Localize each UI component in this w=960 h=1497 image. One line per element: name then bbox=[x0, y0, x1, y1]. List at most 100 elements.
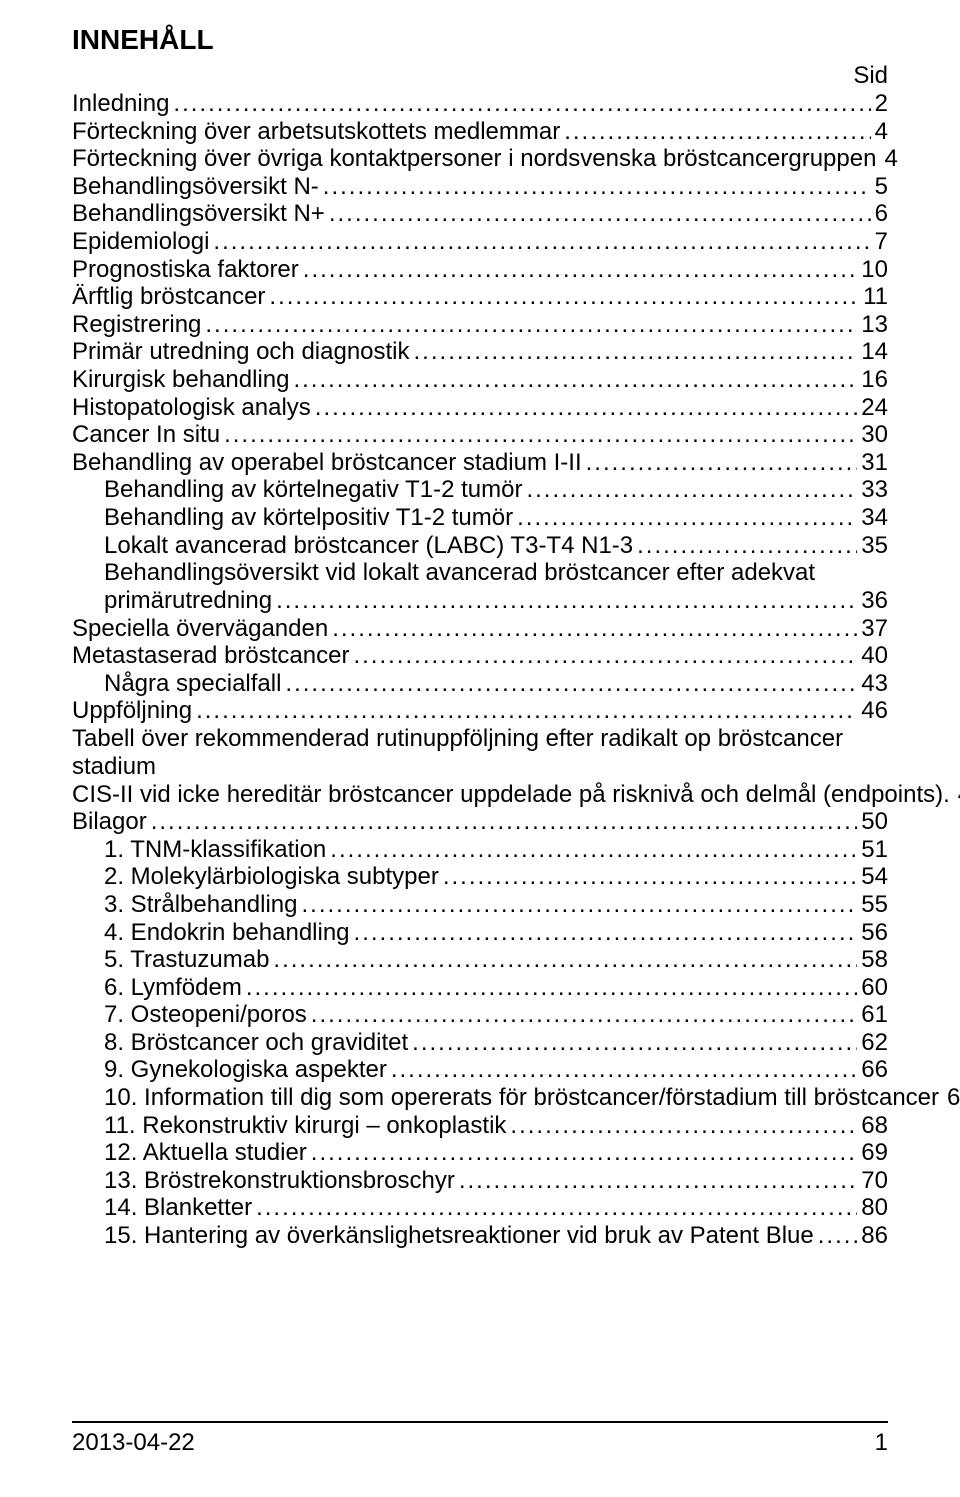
toc-page: 33 bbox=[861, 476, 888, 504]
toc-leader bbox=[517, 504, 857, 532]
toc-leader bbox=[586, 449, 858, 477]
toc-entry: Histopatologisk analys24 bbox=[72, 394, 888, 422]
toc-label: 5. Trastuzumab bbox=[104, 946, 269, 974]
toc-entry-wrap: Tabell över rekommenderad rutinuppföljni… bbox=[72, 725, 888, 781]
toc-entry: Behandling av operabel bröstcancer stadi… bbox=[72, 449, 888, 477]
toc-leader bbox=[151, 808, 858, 836]
toc-entry: Inledning 2 bbox=[72, 90, 888, 118]
toc-entry: 6. Lymfödem60 bbox=[72, 974, 888, 1002]
toc-leader bbox=[353, 642, 857, 670]
toc-label: 2. Molekylärbiologiska subtyper bbox=[104, 863, 439, 891]
toc-leader bbox=[414, 338, 858, 366]
footer-page-number: 1 bbox=[875, 1429, 888, 1457]
toc-page: 11 bbox=[863, 283, 888, 311]
toc-entry: Förteckning över arbetsutskottets medlem… bbox=[72, 118, 888, 146]
toc-leader bbox=[301, 891, 857, 919]
toc-label: Behandling av körtelpositiv T1-2 tumör bbox=[104, 504, 513, 532]
toc-label: Speciella överväganden bbox=[72, 615, 328, 643]
toc-entry: 10. Information till dig som opererats f… bbox=[72, 1084, 888, 1112]
toc-label: 10. Information till dig som opererats f… bbox=[104, 1084, 939, 1112]
toc-label: Förteckning över övriga kontaktpersoner … bbox=[72, 145, 876, 173]
toc-page: 30 bbox=[861, 421, 888, 449]
toc-page: 68 bbox=[861, 1112, 888, 1140]
toc-page: 35 bbox=[861, 532, 888, 560]
toc-label: Registrering bbox=[72, 311, 201, 339]
toc-entry: 2. Molekylärbiologiska subtyper 54 bbox=[72, 863, 888, 891]
toc-page: 69 bbox=[861, 1139, 888, 1167]
toc-leader bbox=[443, 863, 857, 891]
toc-label: Uppföljning bbox=[72, 697, 192, 725]
toc-entry: 1. TNM-klassifikation51 bbox=[72, 836, 888, 864]
toc-label: 8. Bröstcancer och graviditet bbox=[104, 1029, 408, 1057]
toc-leader bbox=[354, 919, 858, 947]
toc-page: 13 bbox=[861, 311, 888, 339]
toc-label: Behandling av operabel bröstcancer stadi… bbox=[72, 449, 582, 477]
toc-label: 9. Gynekologiska aspekter bbox=[104, 1056, 387, 1084]
toc-entry: Några specialfall 43 bbox=[72, 670, 888, 698]
toc-page: 66 bbox=[861, 1056, 888, 1084]
toc-entry: Epidemiologi7 bbox=[72, 228, 888, 256]
toc-leader bbox=[526, 476, 857, 504]
toc-entry: 15. Hantering av överkänslighetsreaktion… bbox=[72, 1222, 888, 1250]
toc-leader bbox=[285, 670, 857, 698]
toc-leader bbox=[311, 1001, 858, 1029]
toc-page: 40 bbox=[861, 642, 888, 670]
toc-page: 14 bbox=[861, 338, 888, 366]
toc-entry: 12. Aktuella studier 69 bbox=[72, 1139, 888, 1167]
toc-label: 13. Bröstrekonstruktionsbroschyr bbox=[104, 1167, 455, 1195]
toc-label: CIS-II vid icke hereditär bröstcancer up… bbox=[72, 781, 950, 809]
toc-entry: 9. Gynekologiska aspekter 66 bbox=[72, 1056, 888, 1084]
toc-entry: 5. Trastuzumab 58 bbox=[72, 946, 888, 974]
footer-rule bbox=[72, 1421, 888, 1423]
toc-label: 14. Blanketter bbox=[104, 1194, 252, 1222]
toc-leader bbox=[196, 697, 857, 725]
toc-leader bbox=[276, 587, 857, 615]
toc-entry: 8. Bröstcancer och graviditet62 bbox=[72, 1029, 888, 1057]
toc-entry: 13. Bröstrekonstruktionsbroschyr 70 bbox=[72, 1167, 888, 1195]
toc-leader bbox=[329, 200, 871, 228]
toc-page: 43 bbox=[861, 670, 888, 698]
toc-leader bbox=[323, 173, 871, 201]
toc-leader bbox=[510, 1112, 857, 1140]
toc-label: Ärftlig bröstcancer bbox=[72, 283, 265, 311]
toc-label: Inledning bbox=[72, 90, 169, 118]
toc-entry: 7. Osteopeni/poros61 bbox=[72, 1001, 888, 1029]
toc-page: 51 bbox=[861, 836, 888, 864]
toc-entry: Registrering 13 bbox=[72, 311, 888, 339]
toc-label: Några specialfall bbox=[104, 670, 281, 698]
toc-page: 2 bbox=[875, 90, 888, 118]
toc-label: Epidemiologi bbox=[72, 228, 209, 256]
page-title: INNEHÅLL bbox=[72, 24, 888, 56]
toc-label: Cancer In situ bbox=[72, 421, 220, 449]
toc-label: Histopatologisk analys bbox=[72, 394, 311, 422]
toc-label: Behandling av körtelnegativ T1-2 tumör bbox=[104, 476, 522, 504]
toc-page: 54 bbox=[861, 863, 888, 891]
toc-page: 10 bbox=[861, 256, 888, 284]
toc-entry: CIS-II vid icke hereditär bröstcancer up… bbox=[72, 781, 888, 809]
toc-label: Primär utredning och diagnostik bbox=[72, 338, 410, 366]
toc-page: 36 bbox=[861, 587, 888, 615]
toc-leader bbox=[224, 421, 857, 449]
toc-page: 34 bbox=[861, 504, 888, 532]
toc-leader bbox=[459, 1167, 857, 1195]
toc-page: 67 bbox=[947, 1084, 960, 1112]
toc-entry: Speciella överväganden37 bbox=[72, 615, 888, 643]
toc-entry: Metastaserad bröstcancer40 bbox=[72, 642, 888, 670]
toc-page: 80 bbox=[861, 1194, 888, 1222]
toc-page: 31 bbox=[861, 449, 888, 477]
toc-label: primärutredning bbox=[104, 587, 272, 615]
toc-label: 12. Aktuella studier bbox=[104, 1139, 307, 1167]
toc-page: 58 bbox=[861, 946, 888, 974]
toc-entry-wrap: Behandlingsöversikt vid lokalt avancerad… bbox=[72, 559, 888, 587]
toc-page: 70 bbox=[861, 1167, 888, 1195]
sid-label: Sid bbox=[853, 62, 888, 89]
toc-entry: Förteckning över övriga kontaktpersoner … bbox=[72, 145, 888, 173]
toc-entry: Behandlingsöversikt N+6 bbox=[72, 200, 888, 228]
toc-entry: Prognostiska faktorer10 bbox=[72, 256, 888, 284]
toc-page: 4 bbox=[884, 145, 897, 173]
toc-leader bbox=[412, 1029, 857, 1057]
toc-leader bbox=[818, 1222, 858, 1250]
toc-label: Lokalt avancerad bröstcancer (LABC) T3-T… bbox=[104, 532, 633, 560]
toc-leader bbox=[303, 256, 858, 284]
toc-entry: Behandling av körtelnegativ T1-2 tumör 33 bbox=[72, 476, 888, 504]
